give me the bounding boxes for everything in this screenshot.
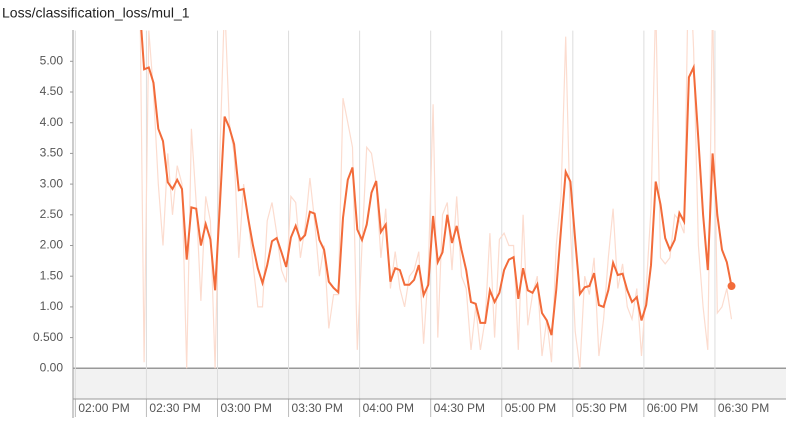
y-tick-label: 2.00 — [40, 238, 64, 252]
series-line — [140, 30, 733, 336]
x-tick-label: 04:00 PM — [363, 401, 414, 415]
y-tick-label: 0.500 — [33, 330, 63, 344]
x-tick-label: 06:00 PM — [647, 401, 698, 415]
x-tick-label: 03:30 PM — [292, 401, 343, 415]
y-tick-label: 1.50 — [40, 268, 64, 282]
y-tick-label: 4.00 — [40, 115, 64, 129]
grid — [70, 30, 786, 417]
y-tick-label: 4.50 — [40, 84, 64, 98]
x-tick-label: 03:00 PM — [220, 401, 271, 415]
labels: 0.00 0.500 1.00 1.50 2.00 2.50 3.00 3.50 4.00 4.5… — [33, 53, 769, 415]
x-tick-label: 04:30 PM — [434, 401, 485, 415]
y-tick-label: 5.00 — [40, 53, 64, 67]
y-tick-label: 0.00 — [40, 360, 64, 374]
plot-area — [139, 30, 736, 369]
below-zero-band — [73, 369, 786, 399]
y-tick-label: 1.00 — [40, 299, 64, 313]
y-tick-label: 3.00 — [40, 176, 64, 190]
series-line — [139, 30, 733, 369]
x-tick-label: 02:30 PM — [149, 401, 200, 415]
y-tick-label: 2.50 — [40, 207, 64, 221]
x-tick-label: 05:00 PM — [505, 401, 556, 415]
x-tick-label: 02:00 PM — [78, 401, 129, 415]
end-point — [727, 282, 736, 291]
x-tick-label: 05:30 PM — [576, 401, 627, 415]
x-tick-label: 06:30 PM — [718, 401, 769, 415]
chart-title: Loss/classification_loss/mul_1 — [2, 5, 190, 21]
y-tick-label: 3.50 — [40, 146, 64, 160]
